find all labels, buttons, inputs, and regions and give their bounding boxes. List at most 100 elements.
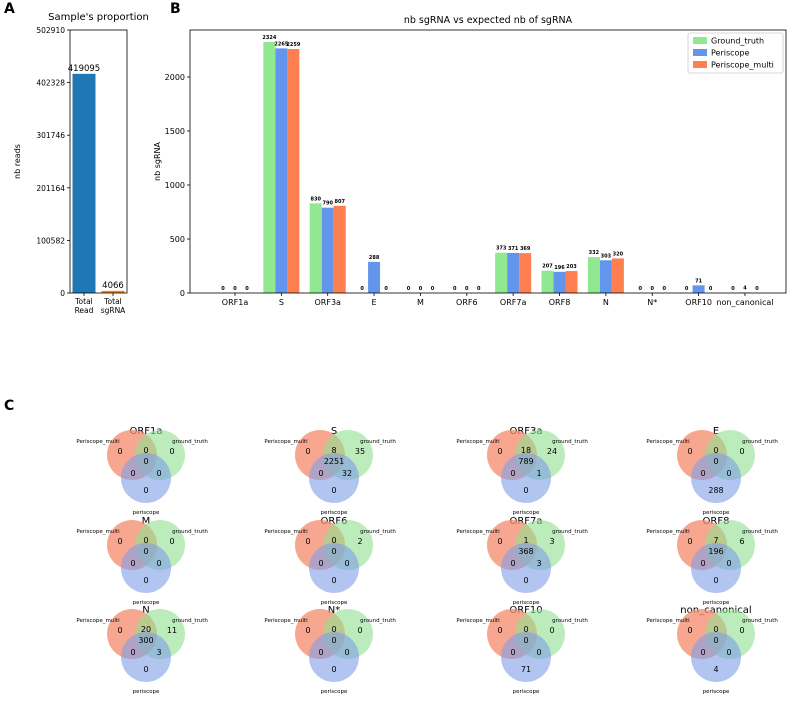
venn-region-multi_only: 0	[497, 626, 502, 635]
venn-region-periscope_only: 0	[143, 665, 148, 674]
bar-value-label: 0	[407, 286, 411, 292]
bar-value-label: 0	[638, 286, 642, 292]
venn-region-all: 0	[713, 636, 718, 645]
bar-0	[73, 74, 96, 293]
venn-region-periscope_only: 0	[143, 486, 148, 495]
bar-value-label: 303	[601, 253, 612, 259]
panel-label-b: B	[170, 1, 181, 17]
bar-value-label: 0	[384, 286, 388, 292]
venn-region-multi_ground: 18	[521, 446, 531, 455]
y-tick-label: 0	[180, 289, 185, 298]
legend-label: Periscope	[711, 49, 750, 58]
y-tick-label: 2000	[165, 73, 185, 82]
venn-region-ground_periscope: 0	[726, 648, 731, 657]
bar-value-label: 0	[709, 286, 713, 292]
bar-value-label: 2324	[262, 35, 276, 41]
venn-region-periscope_only: 71	[521, 665, 531, 674]
set-label: periscope	[133, 689, 160, 695]
venn-region-ground_only: 24	[547, 447, 557, 456]
set-label: periscope	[321, 689, 348, 695]
set-label: Periscope_multi	[76, 529, 120, 535]
venn-region-ground_only: 6	[739, 537, 744, 546]
bar-value-label: 0	[233, 286, 237, 292]
venn-region-multi_ground: 0	[713, 625, 718, 634]
venn-region-all: 300	[138, 636, 153, 645]
x-tick-label: S	[279, 298, 284, 307]
bar-value-label: 0	[453, 286, 457, 292]
x-tick-label: ORF7a	[500, 298, 527, 307]
bar-value-label: 0	[685, 286, 689, 292]
venn-region-ground_only: 0	[549, 626, 554, 635]
bar-periscope_multi	[566, 271, 578, 293]
set-label: Periscope_multi	[264, 529, 308, 535]
panel-label-c: C	[4, 398, 14, 414]
bar-value-label: 830	[311, 196, 322, 202]
venn-region-multi_periscope: 0	[510, 559, 515, 568]
x-tick-label: M	[417, 298, 424, 307]
venn-region-multi_ground: 0	[523, 625, 528, 634]
bar-value-label: 0	[477, 286, 481, 292]
x-tick-label: ORF1a	[222, 298, 249, 307]
set-label: ground_truth	[742, 439, 778, 445]
set-label: Periscope_multi	[76, 439, 120, 445]
bar-value-label: 0	[419, 286, 423, 292]
venn-region-multi_periscope: 0	[130, 559, 135, 568]
venn-region-multi_periscope: 0	[130, 469, 135, 478]
venn-region-multi_periscope: 0	[318, 559, 323, 568]
venn-region-all: 0	[523, 636, 528, 645]
y-tick-label: 0	[60, 289, 65, 298]
venn-region-all: 0	[143, 457, 148, 466]
venn-region-ground_periscope: 0	[156, 469, 161, 478]
venn-region-ground_periscope: 3	[156, 648, 161, 657]
set-label: periscope	[703, 689, 730, 695]
venn-region-all: 196	[708, 547, 723, 556]
venn-region-ground_only: 35	[355, 447, 365, 456]
venn-region-multi_ground: 0	[143, 446, 148, 455]
venn-region-multi_ground: 0	[713, 446, 718, 455]
set-label: Periscope_multi	[264, 439, 308, 445]
bar-value-label: 288	[369, 255, 380, 261]
bar-value-label: 0	[360, 286, 364, 292]
bar-value-label: 203	[566, 264, 577, 270]
venn-region-periscope_only: 0	[331, 665, 336, 674]
legend-swatch	[693, 49, 707, 56]
set-label: Periscope_multi	[646, 618, 690, 624]
set-label: Periscope_multi	[264, 618, 308, 624]
venn-region-periscope_only: 0	[331, 486, 336, 495]
legend-swatch	[693, 37, 707, 44]
bar-value-label: 332	[589, 250, 600, 256]
venn-region-multi_periscope: 0	[318, 469, 323, 478]
set-label: periscope	[513, 689, 540, 695]
venn-region-multi_only: 0	[687, 537, 692, 546]
venn-region-multi_ground: 0	[331, 536, 336, 545]
venn-region-periscope_only: 0	[523, 576, 528, 585]
venn-region-ground_periscope: 0	[726, 469, 731, 478]
bar-value-label: 4	[743, 286, 747, 292]
x-tick-label: non_canonical	[716, 298, 773, 307]
venn-region-all: 0	[713, 457, 718, 466]
y-tick-label: 201164	[36, 184, 65, 193]
legend-label: Ground_truth	[711, 37, 764, 46]
bar-periscope_multi	[612, 258, 624, 293]
bar-value-label: 807	[335, 199, 346, 205]
venn-region-ground_only: 0	[739, 447, 744, 456]
set-label: Periscope_multi	[456, 618, 500, 624]
bar-periscope	[507, 253, 519, 293]
x-tick-label: ORF3a	[314, 298, 341, 307]
venn-region-multi_ground: 0	[331, 625, 336, 634]
y-tick-label: 402328	[36, 79, 65, 88]
venn-region-multi_periscope: 0	[130, 648, 135, 657]
bar-periscope_multi	[519, 253, 531, 293]
venn-region-multi_periscope: 0	[700, 559, 705, 568]
bar-ground_truth	[495, 253, 507, 293]
